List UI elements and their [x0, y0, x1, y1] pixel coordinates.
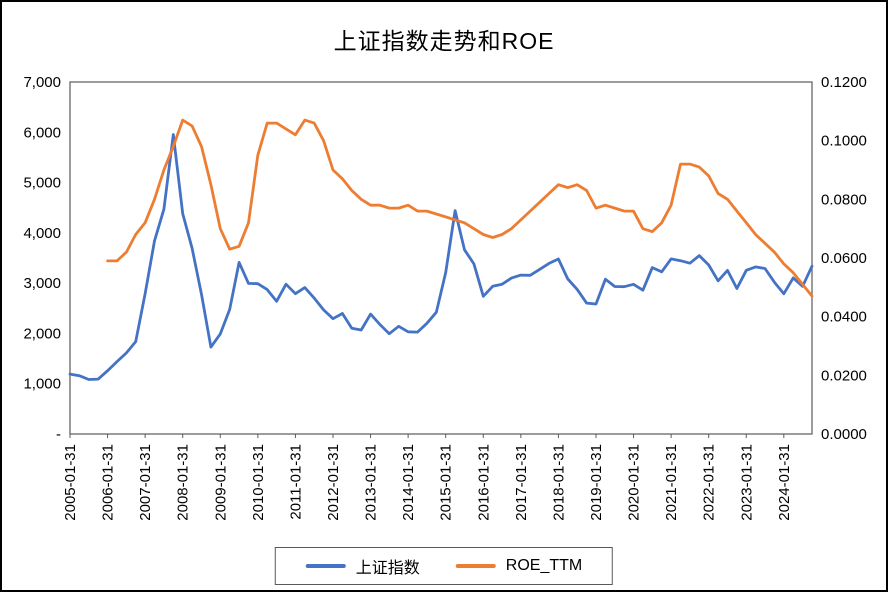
x-axis-tick-label: 2014-01-31 [400, 444, 417, 521]
legend-item-roe: ROE_TTM [455, 557, 583, 575]
y-axis-right-tick-label: 0.1200 [821, 74, 867, 91]
x-axis-tick-label: 2016-01-31 [475, 444, 492, 521]
x-axis-tick-label: 2015-01-31 [438, 444, 455, 521]
y-axis-left-tick-label: - [56, 426, 61, 443]
legend-label-roe: ROE_TTM [505, 557, 583, 574]
y-axis-left-tick-label: 2,000 [23, 325, 61, 342]
x-axis-tick-label: 2020-01-31 [626, 444, 643, 521]
x-axis-tick-label: 2010-01-31 [250, 444, 267, 521]
y-axis-left-tick-label: 3,000 [23, 275, 61, 292]
legend: 上证指数 ROE_TTM [274, 547, 614, 585]
y-axis-right-tick-label: 0.0400 [821, 309, 867, 326]
y-axis-right-tick-label: 0.0200 [821, 367, 867, 384]
y-axis-right-tick-label: 0.0600 [821, 250, 867, 267]
x-axis-tick-label: 2017-01-31 [513, 444, 530, 521]
x-axis-tick-label: 2007-01-31 [137, 444, 154, 521]
x-axis-tick-label: 2009-01-31 [212, 444, 229, 521]
x-axis-tick-label: 2006-01-31 [100, 444, 117, 521]
x-axis-tick-label: 2012-01-31 [325, 444, 342, 521]
y-axis-left-tick-label: 6,000 [23, 124, 61, 141]
y-axis-left-tick-label: 5,000 [23, 175, 61, 192]
y-axis-right-tick-label: 0.1000 [821, 133, 867, 150]
x-axis-tick-label: 2005-01-31 [62, 444, 79, 521]
y-axis-left-tick-label: 4,000 [23, 225, 61, 242]
x-axis-tick-label: 2023-01-31 [738, 444, 755, 521]
x-axis-tick-label: 2008-01-31 [175, 444, 192, 521]
x-axis-tick-label: 2011-01-31 [287, 444, 304, 520]
x-axis-tick-label: 2022-01-31 [701, 444, 718, 521]
legend-label-index: 上证指数 [355, 560, 420, 577]
index-series-line [68, 133, 814, 381]
roe-series-line [106, 118, 814, 298]
y-axis-left-tick-label: 1,000 [23, 376, 61, 393]
x-axis-tick-label: 2021-01-31 [663, 444, 680, 521]
y-axis-left-tick-label: 7,000 [23, 74, 61, 91]
y-axis-right-tick-label: 0.0000 [821, 426, 867, 443]
roe-line-swatch [455, 564, 496, 568]
x-axis-tick-label: 2013-01-31 [363, 444, 380, 521]
legend-item-index: 上证指数 [305, 554, 420, 578]
x-axis-tick-label: 2018-01-31 [550, 444, 567, 521]
x-axis-tick-label: 2024-01-31 [776, 444, 793, 521]
y-axis-right-tick-label: 0.0800 [821, 191, 867, 208]
x-axis-tick-label: 2019-01-31 [588, 444, 605, 521]
index-line-swatch [305, 564, 346, 568]
chart-title: 上证指数走势和ROE [333, 28, 555, 54]
